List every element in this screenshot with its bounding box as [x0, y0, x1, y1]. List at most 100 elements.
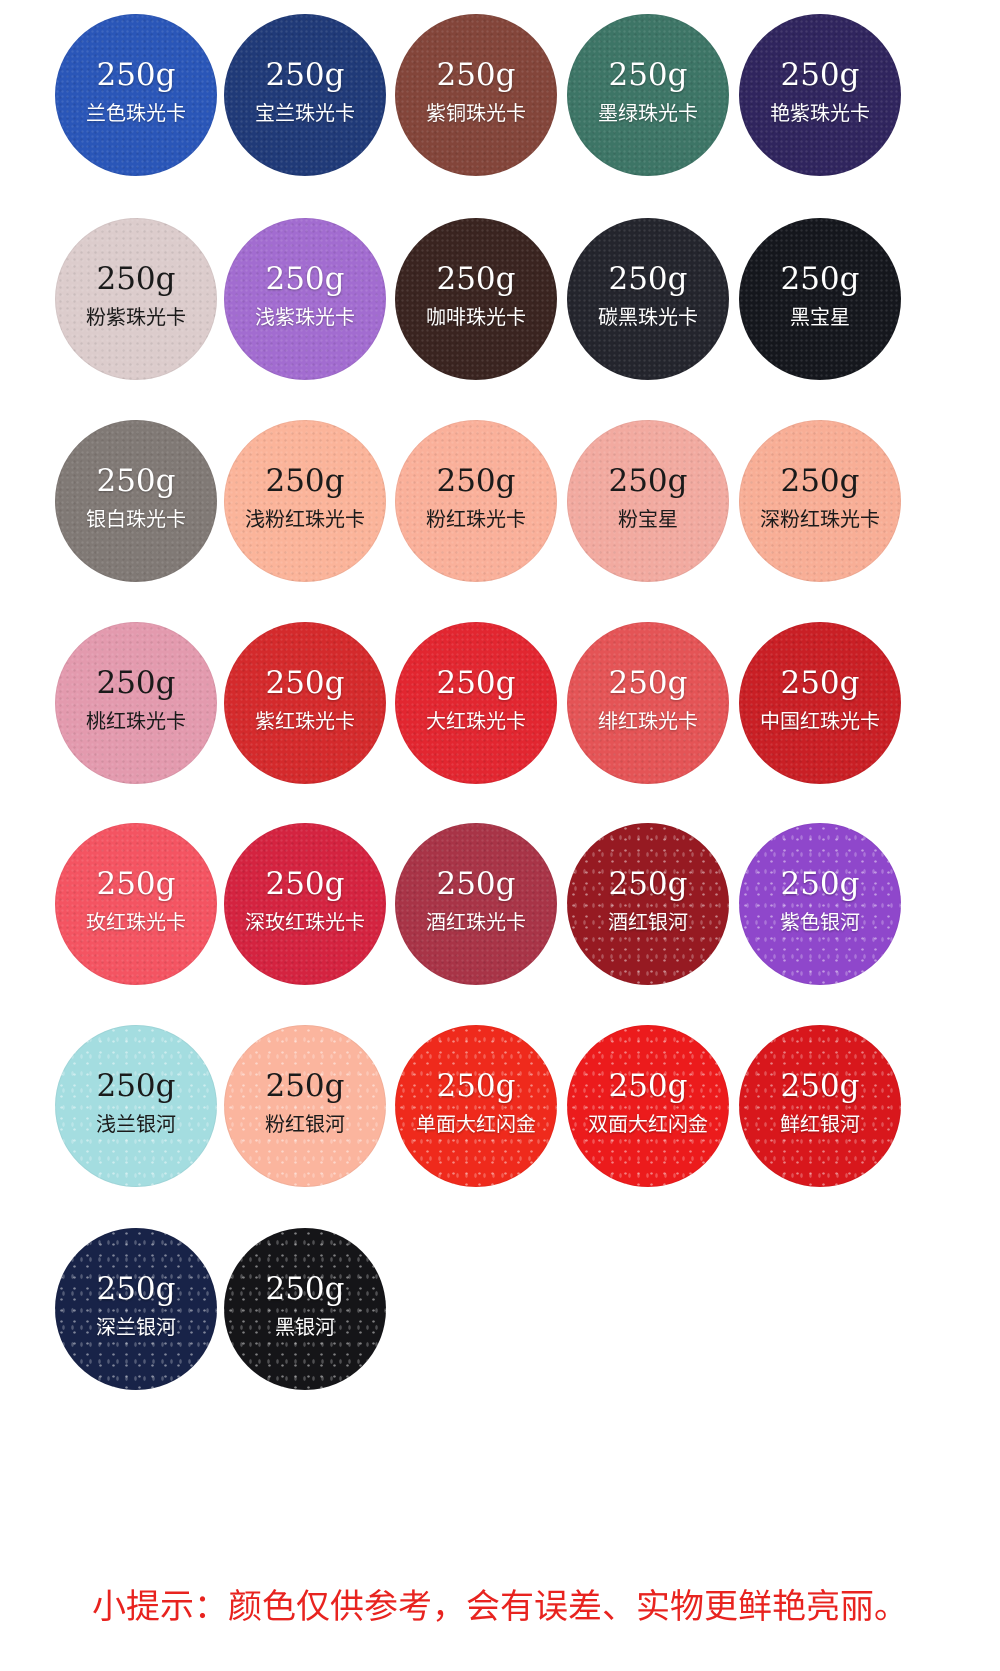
swatch-name: 粉红珠光卡 — [426, 507, 526, 531]
swatch-weight: 250g — [780, 463, 860, 499]
swatch-weight: 250g — [265, 261, 345, 297]
swatch-name: 酒红珠光卡 — [426, 910, 526, 934]
swatch-weight: 250g — [436, 1068, 516, 1104]
swatch-weight: 250g — [265, 1271, 345, 1307]
swatch-weight: 250g — [780, 1068, 860, 1104]
color-swatch: 250g 双面大红闪金 — [567, 1025, 729, 1187]
paper-texture — [567, 1025, 729, 1187]
swatch-weight: 250g — [265, 463, 345, 499]
paper-texture — [55, 218, 217, 380]
color-swatch: 250g 桃红珠光卡 — [55, 622, 217, 784]
swatch-name: 浅紫珠光卡 — [255, 305, 355, 329]
swatch-weight: 250g — [608, 463, 688, 499]
swatch-name: 酒红银河 — [608, 910, 688, 934]
swatch-name: 紫红珠光卡 — [255, 709, 355, 733]
swatch-name: 鲜红银河 — [780, 1112, 860, 1136]
swatch-weight: 250g — [608, 665, 688, 701]
footer-note: 小提示：颜色仅供参考，会有误差、实物更鲜艳亮丽。 — [92, 1587, 908, 1627]
paper-texture — [55, 14, 217, 176]
swatch-weight: 250g — [608, 866, 688, 902]
swatch-name: 单面大红闪金 — [416, 1112, 536, 1136]
swatch-name: 碳黑珠光卡 — [598, 305, 698, 329]
paper-texture — [567, 622, 729, 784]
paper-texture — [224, 1025, 386, 1187]
swatch-weight: 250g — [780, 57, 860, 93]
swatch-weight: 250g — [265, 665, 345, 701]
swatch-name: 深兰银河 — [96, 1315, 176, 1339]
color-swatch: 250g 墨绿珠光卡 — [567, 14, 729, 176]
swatch-weight: 250g — [96, 463, 176, 499]
paper-texture — [224, 420, 386, 582]
swatch-name: 粉红银河 — [265, 1112, 345, 1136]
color-swatch: 250g 黑宝星 — [739, 218, 901, 380]
paper-texture — [224, 14, 386, 176]
paper-texture — [739, 218, 901, 380]
color-swatch: 250g 粉红珠光卡 — [395, 420, 557, 582]
color-swatch: 250g 粉宝星 — [567, 420, 729, 582]
swatch-name: 浅粉红珠光卡 — [245, 507, 365, 531]
paper-texture — [739, 622, 901, 784]
color-swatch: 250g 紫铜珠光卡 — [395, 14, 557, 176]
swatch-weight: 250g — [608, 1068, 688, 1104]
swatch-weight: 250g — [780, 261, 860, 297]
color-swatch: 250g 咖啡珠光卡 — [395, 218, 557, 380]
color-swatch: 250g 粉红银河 — [224, 1025, 386, 1187]
swatch-name: 墨绿珠光卡 — [598, 101, 698, 125]
swatch-name: 粉宝星 — [618, 507, 678, 531]
swatch-name: 桃红珠光卡 — [86, 709, 186, 733]
paper-texture — [224, 823, 386, 985]
swatch-weight: 250g — [96, 1068, 176, 1104]
paper-texture — [567, 823, 729, 985]
color-swatch: 250g 深兰银河 — [55, 1228, 217, 1390]
swatch-name: 双面大红闪金 — [588, 1112, 708, 1136]
swatch-name: 浅兰银河 — [96, 1112, 176, 1136]
swatch-weight: 250g — [96, 57, 176, 93]
swatch-weight: 250g — [436, 261, 516, 297]
color-swatch: 250g 浅紫珠光卡 — [224, 218, 386, 380]
color-swatch: 250g 浅粉红珠光卡 — [224, 420, 386, 582]
paper-texture — [567, 218, 729, 380]
paper-texture — [739, 1025, 901, 1187]
swatch-weight: 250g — [96, 1271, 176, 1307]
swatch-weight: 250g — [436, 866, 516, 902]
swatch-weight: 250g — [780, 866, 860, 902]
swatch-name: 深玫红珠光卡 — [245, 910, 365, 934]
swatch-weight: 250g — [265, 866, 345, 902]
paper-texture — [567, 14, 729, 176]
swatch-weight: 250g — [436, 57, 516, 93]
swatch-name: 银白珠光卡 — [86, 507, 186, 531]
color-swatch: 250g 中国红珠光卡 — [739, 622, 901, 784]
swatch-name: 玫红珠光卡 — [86, 910, 186, 934]
color-swatch: 250g 绯红珠光卡 — [567, 622, 729, 784]
color-swatch: 250g 鲜红银河 — [739, 1025, 901, 1187]
swatch-name: 黑银河 — [275, 1315, 335, 1339]
swatch-name: 咖啡珠光卡 — [426, 305, 526, 329]
color-swatch: 250g 碳黑珠光卡 — [567, 218, 729, 380]
paper-texture — [55, 1228, 217, 1390]
color-swatch: 250g 银白珠光卡 — [55, 420, 217, 582]
paper-texture — [395, 420, 557, 582]
color-swatch: 250g 紫红珠光卡 — [224, 622, 386, 784]
swatch-weight: 250g — [265, 57, 345, 93]
swatch-name: 兰色珠光卡 — [86, 101, 186, 125]
paper-texture — [224, 218, 386, 380]
color-swatch: 250g 大红珠光卡 — [395, 622, 557, 784]
swatch-weight: 250g — [96, 261, 176, 297]
swatch-weight: 250g — [436, 665, 516, 701]
paper-texture — [395, 218, 557, 380]
swatch-weight: 250g — [96, 665, 176, 701]
color-swatch: 250g 浅兰银河 — [55, 1025, 217, 1187]
swatch-weight: 250g — [608, 57, 688, 93]
color-swatch: 250g 玫红珠光卡 — [55, 823, 217, 985]
color-swatch: 250g 艳紫珠光卡 — [739, 14, 901, 176]
swatch-name: 中国红珠光卡 — [760, 709, 880, 733]
paper-texture — [739, 14, 901, 176]
swatch-weight: 250g — [780, 665, 860, 701]
swatch-name: 紫色银河 — [780, 910, 860, 934]
paper-texture — [395, 14, 557, 176]
swatch-weight: 250g — [265, 1068, 345, 1104]
color-swatch: 250g 紫色银河 — [739, 823, 901, 985]
color-swatch: 250g 宝兰珠光卡 — [224, 14, 386, 176]
color-swatch: 250g 单面大红闪金 — [395, 1025, 557, 1187]
color-swatch: 250g 粉紫珠光卡 — [55, 218, 217, 380]
